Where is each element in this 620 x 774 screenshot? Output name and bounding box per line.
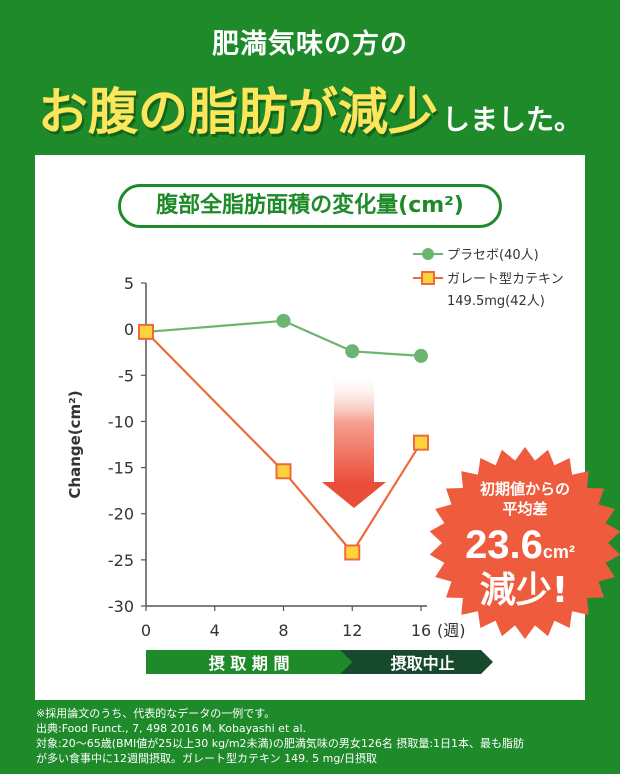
footnote-line: 対象:20〜65歳(BMI値が25以上30 kg/m2未満)の肥満気味の男女12… [36,737,525,750]
headline-suffix: しました。 [441,103,582,136]
badge-line1: 初期値からの [480,480,570,498]
data-point [138,323,154,340]
y-tick-label: -30 [108,597,134,616]
x-tick-label: 16 [411,621,431,640]
legend-label: プラセボ(40人) [447,248,539,263]
y-tick-label: -15 [108,459,134,478]
badge-value: 23.6 [465,523,543,567]
data-point [414,348,428,363]
y-tick-label: -10 [108,412,134,431]
series-line-1 [145,319,422,358]
badge-unit: cm² [543,542,575,562]
x-tick-label: 4 [210,621,220,640]
headline-main: お腹の脂肪が減少 しました。 [0,72,620,144]
x-axis-label: (週) [437,621,466,640]
footnote-line: が多い食事中に12週間摂取。ガレート型カテキン 149. 5 mg/日摂取 [36,752,378,765]
x-tick-label: 0 [141,621,151,640]
legend-label: ガレート型カテキン [447,272,564,287]
svg-text:23.6cm²: 23.6cm² [465,523,575,567]
data-point [276,313,291,328]
y-axis-label: Change(cm²) [66,390,84,498]
series-line-2 [145,331,422,555]
data-point [413,434,429,451]
footnote-line: 出典:Food Funct., 7, 498 2016 M. Kobayashi… [36,722,307,735]
y-tick-label: -20 [108,505,134,524]
data-point [275,463,292,480]
result-badge: 初期値からの 平均差 23.6cm² 減少! [429,447,620,639]
y-tick-label: 0 [124,320,134,339]
phase-label: 摂取中止 [391,654,455,673]
legend-marker [422,248,434,260]
phase-label: 摂 取 期 間 [209,654,290,673]
phase-bar [146,650,365,674]
legend-label: 149.5mg(42人) [447,294,545,309]
headline-emphasis: お腹の脂肪が減少 [37,82,438,141]
footnotes: ※採用論文のうち、代表的なデータの一例です。 出典:Food Funct., 7… [36,706,596,766]
badge-result: 減少! [480,570,568,611]
headline-top: 肥満気味の方の [212,29,408,60]
y-tick-label: 5 [124,274,134,293]
down-arrow-icon [322,372,386,508]
chart: 5 0 -5 -10 -15 -20 -25 -30 0 4 8 12 16 (週) Change(cm²)… [66,248,620,674]
legend-marker [421,271,435,285]
footnote-line: ※採用論文のうち、代表的なデータの一例です。 [36,707,276,720]
x-tick-label: 12 [342,621,362,640]
x-tick-label: 8 [278,621,288,640]
chart-title-pill: 腹部全脂肪面積の変化量(cm²) [118,184,502,228]
y-tick-label: -5 [118,366,134,385]
data-point [345,344,360,359]
phase-bar [340,650,493,674]
badge-line2: 平均差 [502,500,547,518]
y-tick-label: -25 [108,551,134,570]
data-point [344,544,361,561]
